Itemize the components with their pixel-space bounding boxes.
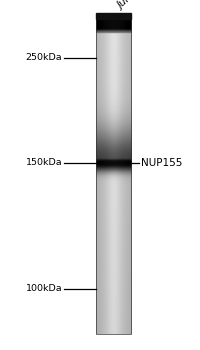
Text: 150kDa: 150kDa — [26, 158, 62, 167]
Text: 250kDa: 250kDa — [26, 53, 62, 62]
Text: NUP155: NUP155 — [140, 158, 181, 168]
Text: 100kDa: 100kDa — [26, 284, 62, 293]
Text: Jurkat: Jurkat — [115, 0, 144, 11]
Bar — [96, 19, 130, 334]
Bar — [96, 13, 130, 19]
